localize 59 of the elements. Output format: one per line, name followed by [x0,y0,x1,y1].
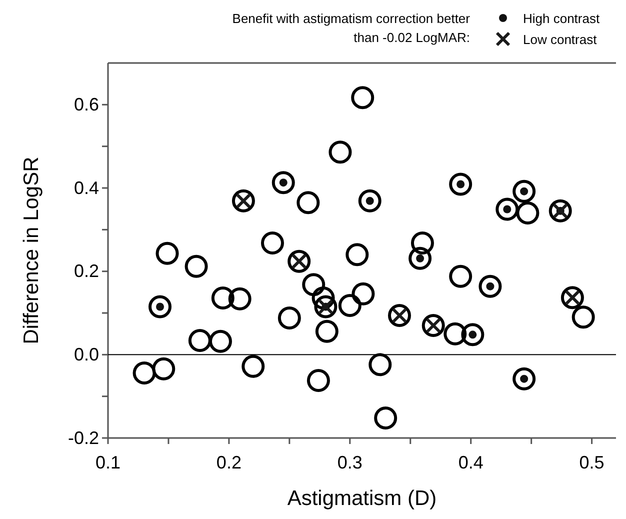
point [358,189,382,212]
point [496,198,519,221]
point [461,323,484,346]
y-tick-label: 0.4 [74,178,99,198]
y-tick-label: 0.2 [74,261,99,282]
y-tick-label: 0.0 [74,344,99,364]
x-tick-label: 0.1 [95,452,121,473]
x-tick-label: 0.2 [216,452,242,473]
point [478,274,502,298]
point [208,330,232,353]
point [374,406,398,430]
point [260,232,284,254]
point [184,254,208,278]
point [346,243,369,266]
point [188,329,212,352]
point [512,367,536,390]
x-axis-title: Astigmatism (D) [287,487,437,510]
point [228,287,252,310]
point [278,306,301,330]
legend-title: Benefit with astigmatism correction better than -0.02 LogMAR: [232,11,471,45]
point [368,353,392,376]
point [288,250,311,273]
point [388,304,411,327]
point [408,246,432,270]
y-tick-label: 0.6 [74,94,99,114]
point [572,306,595,329]
point [516,202,540,224]
point [560,286,584,310]
y-axis-title: Difference in LogSR [20,156,43,344]
point [148,295,172,318]
point [422,314,445,337]
legend-label: Low contrast [523,32,598,47]
point [351,86,374,110]
point [296,191,320,214]
point [306,369,330,392]
point [449,172,472,196]
point [211,286,234,310]
point [232,189,255,212]
point [338,294,362,317]
y-tick-label: -0.2 [68,428,99,448]
point [328,140,352,164]
point [132,362,156,384]
point [156,242,179,265]
point [152,357,176,380]
x-tick-label: 0.3 [337,452,362,473]
point [314,295,338,318]
legend-label: High contrast [523,11,600,26]
x-tick-label: 0.5 [579,452,604,473]
point [410,232,434,254]
point [315,320,338,343]
point [302,273,326,296]
point [444,322,467,346]
x-tick-label: 0.4 [458,452,484,473]
point [272,171,295,194]
point [449,264,472,288]
point [512,180,536,203]
point [352,282,375,306]
point [548,199,572,222]
point [242,354,265,378]
